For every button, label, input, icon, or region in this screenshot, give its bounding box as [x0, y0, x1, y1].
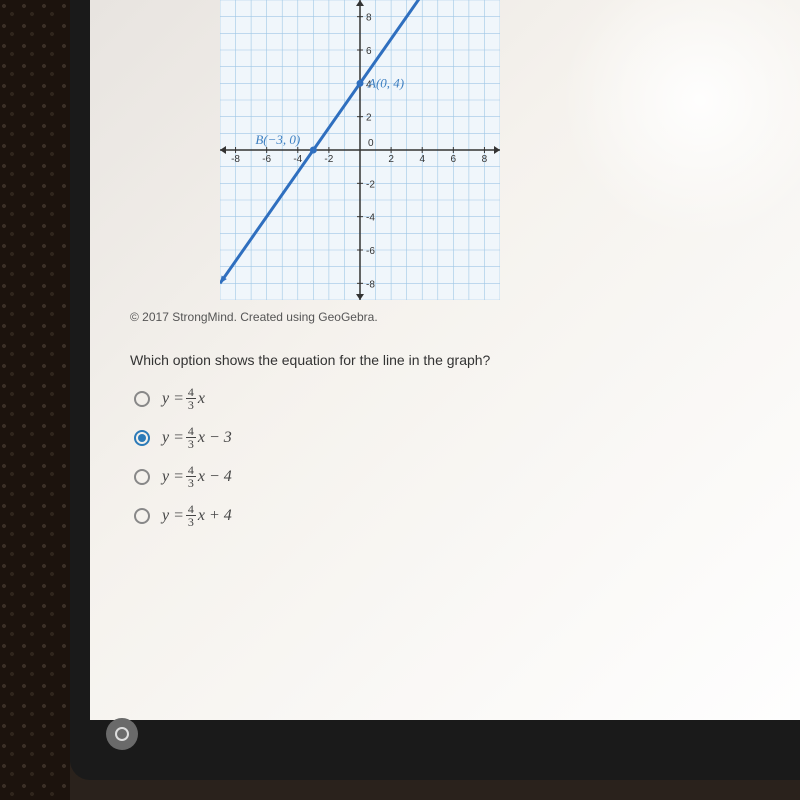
copyright-text: © 2017 StrongMind. Created using GeoGebr…	[130, 310, 780, 324]
answer-option-1[interactable]: y = 43x − 3	[134, 425, 780, 450]
answer-options: y = 43x y = 43x − 3 y = 43x − 4 y = 43x + 4	[134, 386, 780, 528]
svg-text:-2: -2	[324, 154, 333, 165]
svg-text:-6: -6	[366, 246, 375, 257]
svg-text:-6: -6	[262, 154, 271, 165]
equation-label: y = 43x − 4	[162, 464, 232, 489]
svg-text:-4: -4	[366, 213, 375, 224]
svg-text:2: 2	[388, 154, 394, 165]
answer-option-3[interactable]: y = 43x + 4	[134, 503, 780, 528]
screen: -8-6-4-22468-8-6-4-202468A(0, 4)B(−3, 0)…	[90, 0, 800, 720]
radio-button[interactable]	[134, 430, 150, 446]
svg-text:B(−3, 0): B(−3, 0)	[255, 132, 300, 147]
circle-icon	[115, 727, 129, 741]
equation-label: y = 43x + 4	[162, 503, 232, 528]
svg-text:-2: -2	[366, 179, 375, 190]
content-area: -8-6-4-22468-8-6-4-202468A(0, 4)B(−3, 0)…	[90, 0, 800, 562]
svg-text:8: 8	[366, 13, 372, 24]
svg-text:A(0, 4): A(0, 4)	[367, 75, 404, 90]
radio-button[interactable]	[134, 469, 150, 485]
svg-text:6: 6	[451, 154, 457, 165]
svg-text:2: 2	[366, 113, 372, 124]
svg-text:-8: -8	[366, 279, 375, 290]
background-texture	[0, 0, 70, 800]
graph-panel: -8-6-4-22468-8-6-4-202468A(0, 4)B(−3, 0)	[220, 0, 500, 300]
device-frame: -8-6-4-22468-8-6-4-202468A(0, 4)B(−3, 0)…	[70, 0, 800, 780]
svg-text:-8: -8	[231, 154, 240, 165]
answer-option-2[interactable]: y = 43x − 4	[134, 464, 780, 489]
svg-text:4: 4	[419, 154, 425, 165]
radio-button[interactable]	[134, 508, 150, 524]
svg-text:-4: -4	[293, 154, 302, 165]
home-button[interactable]	[106, 718, 138, 750]
question-text: Which option shows the equation for the …	[130, 352, 780, 368]
answer-option-0[interactable]: y = 43x	[134, 386, 780, 411]
radio-button[interactable]	[134, 391, 150, 407]
equation-label: y = 43x − 3	[162, 425, 232, 450]
coordinate-graph: -8-6-4-22468-8-6-4-202468A(0, 4)B(−3, 0)	[220, 0, 500, 300]
svg-text:8: 8	[482, 154, 488, 165]
svg-text:6: 6	[366, 46, 372, 57]
equation-label: y = 43x	[162, 386, 205, 411]
svg-text:0: 0	[368, 138, 374, 149]
